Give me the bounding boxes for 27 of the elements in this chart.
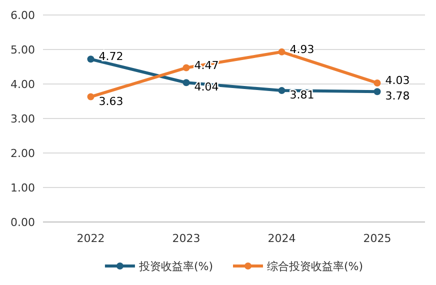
data-label: 3.63 — [98, 94, 124, 108]
point — [374, 79, 381, 86]
y-tick-label: 3.00 — [10, 112, 35, 126]
y-tick-label: 5.00 — [10, 44, 35, 56]
x-tick-label: 2025 — [363, 232, 392, 245]
x-tick-label: 2022 — [76, 232, 105, 245]
data-label: 3.81 — [290, 88, 314, 102]
y-tick-label: 0.00 — [10, 216, 35, 229]
point — [278, 87, 286, 94]
data-label: 3.78 — [385, 90, 410, 103]
data-label: 4.93 — [290, 42, 314, 56]
x-tick-label: 2023 — [172, 232, 200, 245]
x-tick-label: 2024 — [268, 232, 296, 245]
data-label: 4.03 — [385, 74, 410, 87]
legend-label: 投资收益率(%) — [138, 260, 213, 273]
y-tick-label: 4.00 — [10, 78, 35, 91]
point — [87, 93, 94, 100]
point — [374, 88, 381, 96]
point — [182, 79, 190, 86]
y-tick-label: 2.00 — [10, 147, 35, 160]
data-label: 4.72 — [98, 50, 124, 64]
y-tick-label: 6.00 — [10, 9, 35, 22]
legend-label: 综合投资收益率(%) — [267, 260, 364, 273]
point — [182, 64, 190, 72]
point — [278, 48, 286, 56]
y-tick-label: 1.00 — [10, 182, 35, 194]
point — [87, 56, 94, 63]
